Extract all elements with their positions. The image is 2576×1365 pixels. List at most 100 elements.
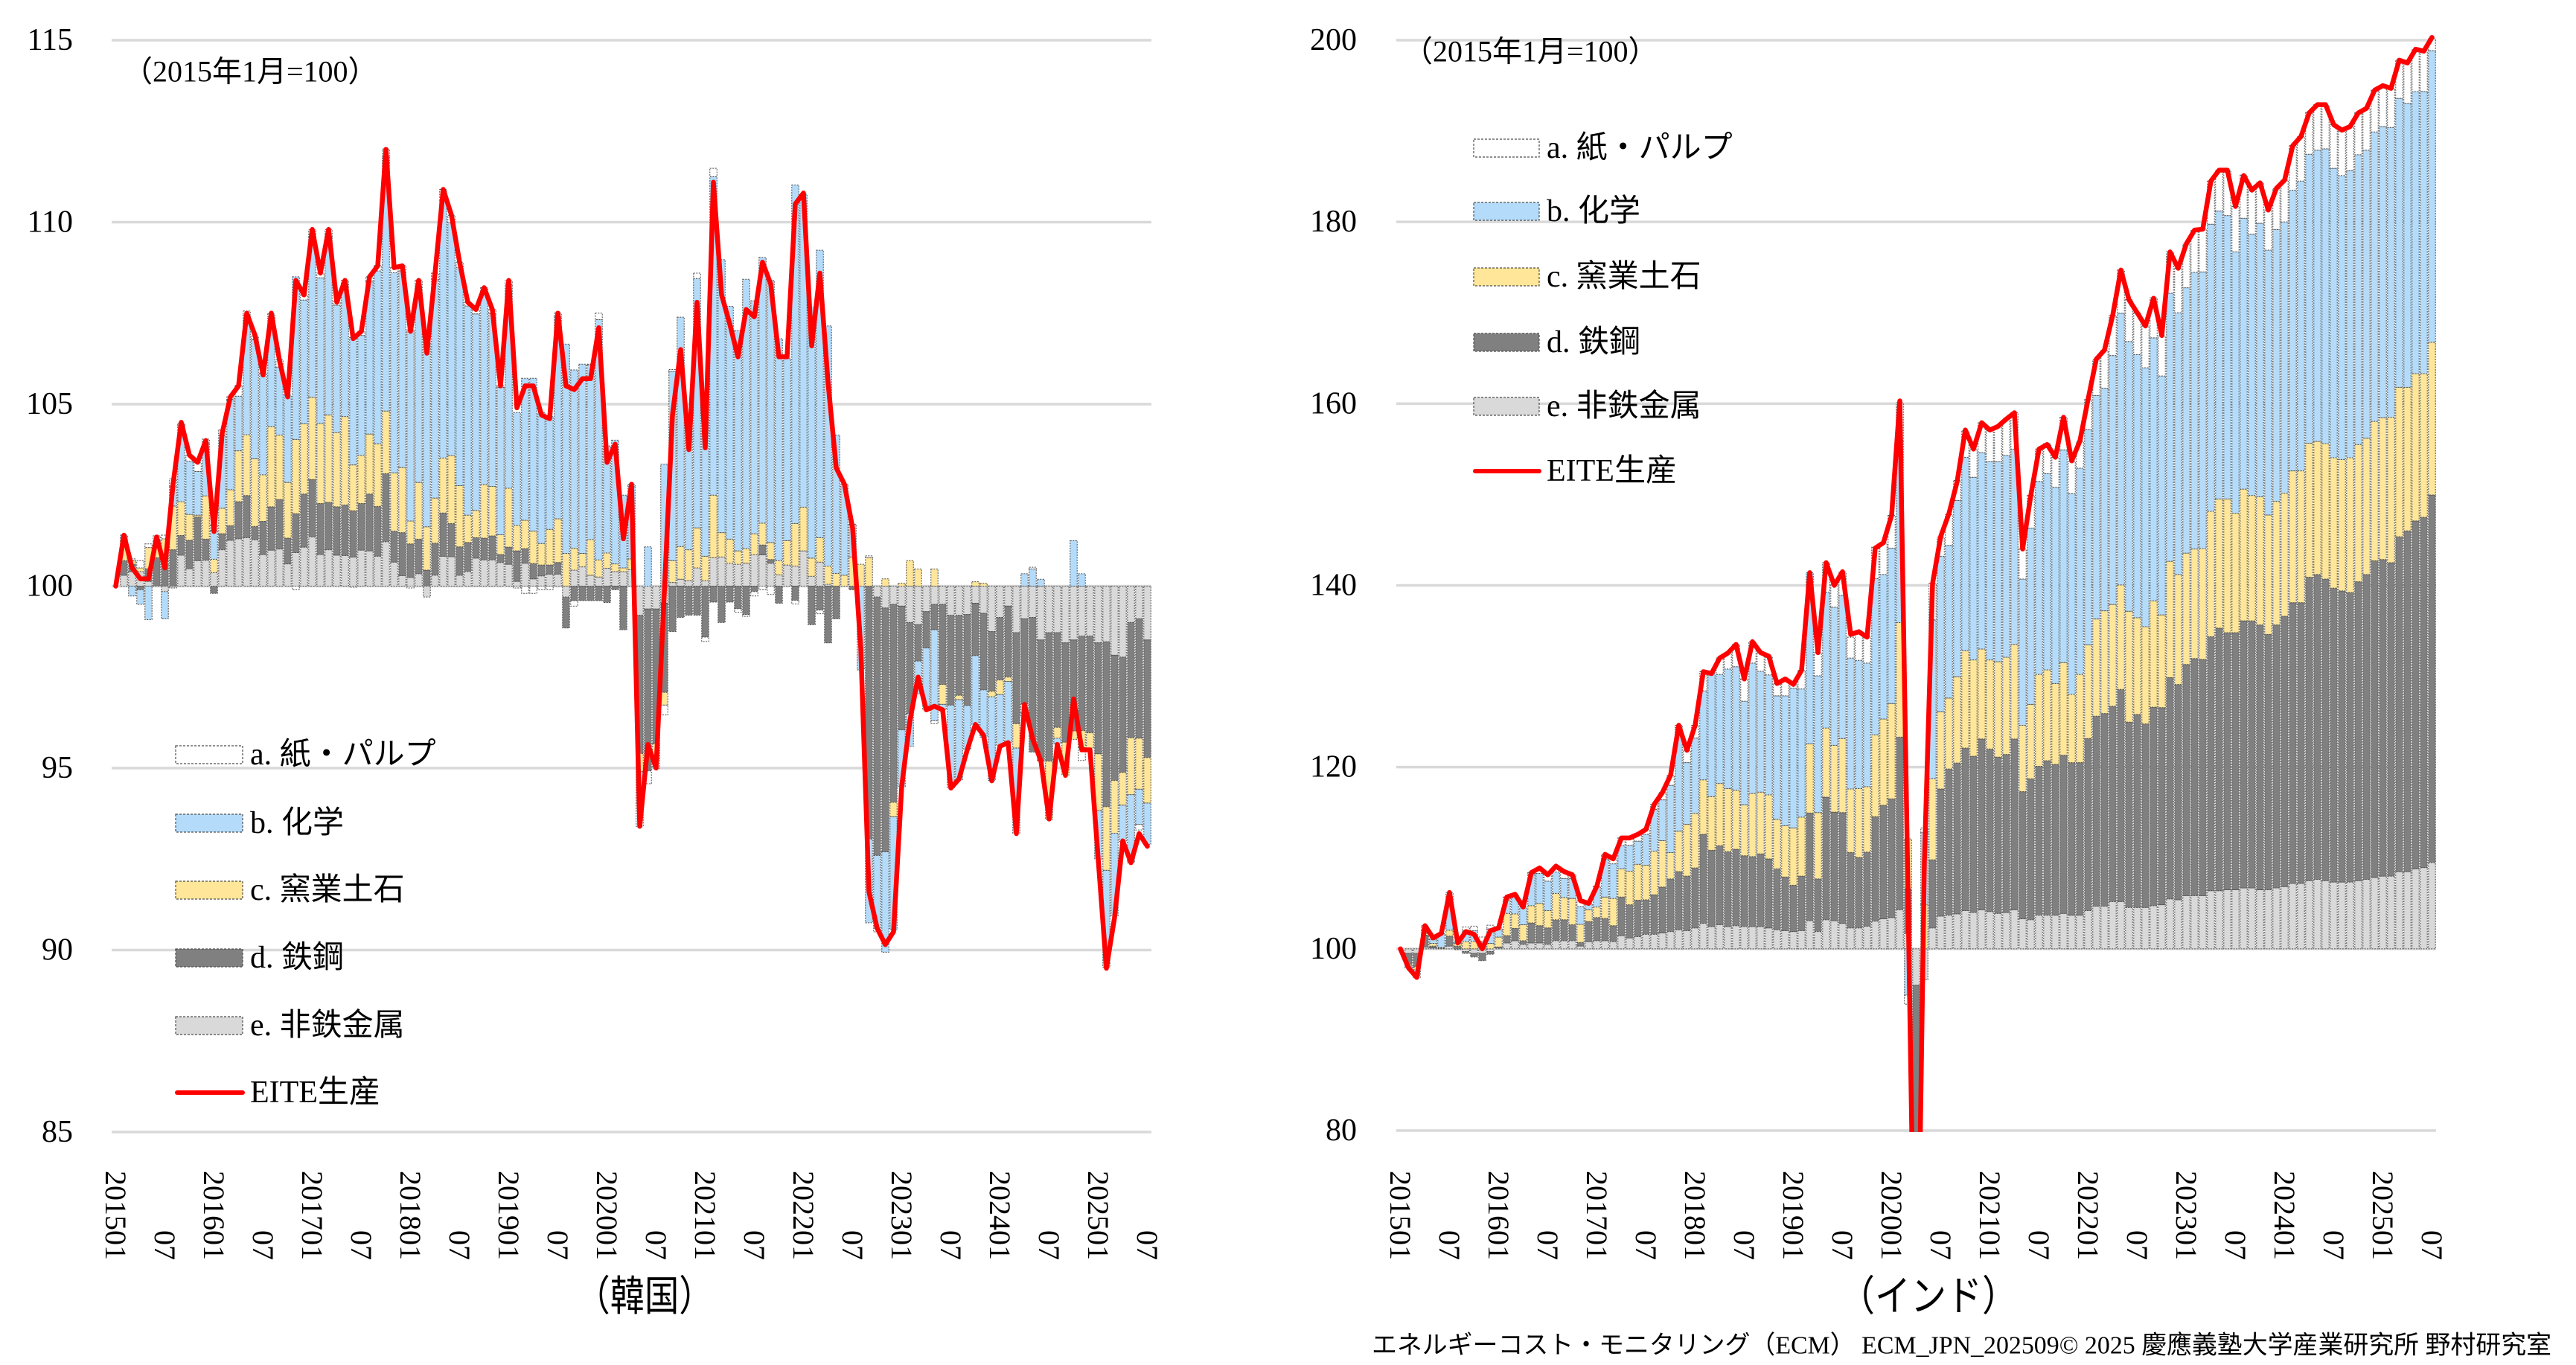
bar-segment-c-ceramics — [218, 508, 226, 534]
bar-segment-d-steel — [1053, 632, 1061, 728]
bar-segment-d-steel — [1070, 639, 1078, 732]
x-tick-label: 07 — [738, 1230, 771, 1260]
y-tick-label: 115 — [28, 23, 73, 57]
bar-segment-e-nonferrous — [2199, 895, 2207, 950]
bar-segment-e-nonferrous — [1953, 913, 1961, 950]
y-tick-label: 160 — [1310, 386, 1357, 421]
bar-segment-b-chemicals — [1078, 573, 1086, 587]
bar-segment-a-paper-pulp — [2420, 51, 2428, 92]
bar-segment-d-steel — [554, 562, 562, 575]
bar-segment-c-ceramics — [726, 538, 734, 564]
bar-segment-e-nonferrous — [1609, 941, 1617, 950]
x-tick-label: 202001 — [590, 1171, 624, 1260]
bar-segment-a-paper-pulp — [570, 600, 578, 607]
legend-label-ceramics: c. 窯業土石 — [1547, 259, 1701, 294]
bar-segment-e-nonferrous — [1757, 926, 1765, 950]
bar-segment-d-steel — [889, 604, 898, 803]
bar-segment-d-steel — [1871, 816, 1879, 922]
bar-segment-b-chemicals — [578, 363, 587, 554]
bar-segment-b-chemicals — [2281, 221, 2289, 494]
bar-segment-d-steel — [1119, 656, 1127, 773]
bar-segment-c-ceramics — [1552, 892, 1560, 921]
bar-segment-d-steel — [423, 569, 431, 587]
bar-segment-e-nonferrous — [979, 586, 988, 614]
bar-segment-c-ceramics — [398, 467, 406, 534]
bar-segment-e-nonferrous — [955, 586, 963, 616]
bar-segment-c-ceramics — [325, 415, 333, 503]
bar-segment-d-steel — [808, 586, 816, 625]
bar-segment-e-nonferrous — [2027, 919, 2035, 950]
legend-swatch-ceramics — [1473, 267, 1540, 287]
x-tick-label: 201901 — [492, 1171, 525, 1260]
bar-segment-b-chemicals — [2043, 473, 2051, 671]
bar-segment-b-chemicals — [1814, 675, 1822, 813]
bar-segment-c-ceramics — [357, 455, 365, 504]
bar-segment-e-nonferrous — [1037, 586, 1045, 641]
bar-segment-d-steel — [2174, 684, 2182, 901]
bar-segment-b-chemicals — [349, 337, 357, 466]
bar-segment-d-steel — [1789, 884, 1797, 933]
bar-segment-d-steel — [1478, 953, 1486, 962]
bar-segment-c-ceramics — [2420, 373, 2428, 518]
bar-segment-d-steel — [1535, 925, 1544, 944]
bar-segment-d-steel — [767, 559, 775, 564]
bar-segment-d-steel — [406, 543, 415, 578]
bar-segment-c-ceramics — [1716, 783, 1724, 846]
bar-segment-e-nonferrous — [2092, 905, 2100, 950]
bar-segment-e-nonferrous — [275, 549, 284, 587]
bar-segment-d-steel — [2215, 627, 2223, 892]
bar-segment-c-ceramics — [1102, 806, 1110, 871]
bar-segment-c-ceramics — [316, 423, 325, 504]
bar-segment-e-nonferrous — [2403, 871, 2412, 950]
bar-segment-e-nonferrous — [365, 550, 374, 587]
bar-segment-c-ceramics — [1830, 744, 1838, 813]
bar-segment-d-steel — [2035, 765, 2043, 916]
bar-segment-c-ceramics — [1945, 697, 1953, 770]
bar-segment-e-nonferrous — [390, 561, 398, 587]
bar-segment-b-chemicals — [2092, 394, 2100, 620]
bar-segment-c-ceramics — [1429, 943, 1437, 947]
bar-segment-b-chemicals — [726, 305, 734, 540]
bar-segment-c-ceramics — [1773, 819, 1781, 869]
bar-segment-c-ceramics — [799, 506, 808, 552]
bar-segment-a-paper-pulp — [742, 614, 750, 617]
bar-segment-d-steel — [2330, 587, 2338, 883]
bar-segment-d-steel — [1094, 642, 1102, 755]
bar-segment-e-nonferrous — [1029, 586, 1037, 618]
bar-segment-b-chemicals — [2109, 355, 2117, 605]
bar-segment-e-nonferrous — [595, 576, 603, 587]
bar-segment-c-ceramics — [496, 534, 505, 555]
bar-segment-d-steel — [398, 532, 406, 576]
x-tick-label: 202201 — [2071, 1171, 2105, 1260]
bar-segment-c-ceramics — [816, 537, 824, 563]
bar-segment-c-ceramics — [1789, 827, 1797, 886]
bar-segment-d-steel — [947, 615, 955, 706]
bar-segment-d-steel — [480, 537, 488, 560]
bar-segment-d-steel — [521, 548, 529, 564]
korea-unit-label: （2015年1月=100） — [123, 55, 378, 89]
bar-segment-d-steel — [2068, 762, 2076, 916]
bar-segment-d-steel — [693, 586, 701, 616]
bar-segment-b-chemicals — [750, 300, 758, 534]
bar-segment-e-nonferrous — [1994, 912, 2002, 950]
bar-segment-d-steel — [1462, 950, 1470, 954]
bar-segment-b-chemicals — [2231, 251, 2240, 514]
x-tick-label: 201901 — [1777, 1171, 1810, 1260]
bar-segment-b-chemicals — [971, 655, 979, 726]
bar-segment-b-chemicals — [1724, 668, 1732, 789]
bar-segment-a-paper-pulp — [2199, 228, 2207, 272]
bar-segment-e-nonferrous — [513, 581, 521, 587]
bar-segment-d-steel — [357, 502, 365, 551]
legend-item-paper-pulp: a. 紙・パルプ — [175, 738, 436, 772]
legend-swatch-steel — [1473, 333, 1540, 352]
bar-segment-e-nonferrous — [1945, 915, 1953, 950]
legend-item-ceramics: c. 窯業土石 — [175, 872, 405, 907]
bar-segment-b-chemicals — [1773, 695, 1781, 820]
bar-segment-c-ceramics — [898, 583, 906, 587]
bar-segment-d-steel — [685, 586, 693, 616]
x-tick-label: 201501 — [99, 1171, 132, 1260]
bar-segment-d-steel — [1568, 924, 1576, 942]
bar-segment-e-nonferrous — [2117, 901, 2125, 950]
bar-segment-d-steel — [2403, 530, 2412, 872]
y-tick-label: 100 — [26, 569, 73, 604]
